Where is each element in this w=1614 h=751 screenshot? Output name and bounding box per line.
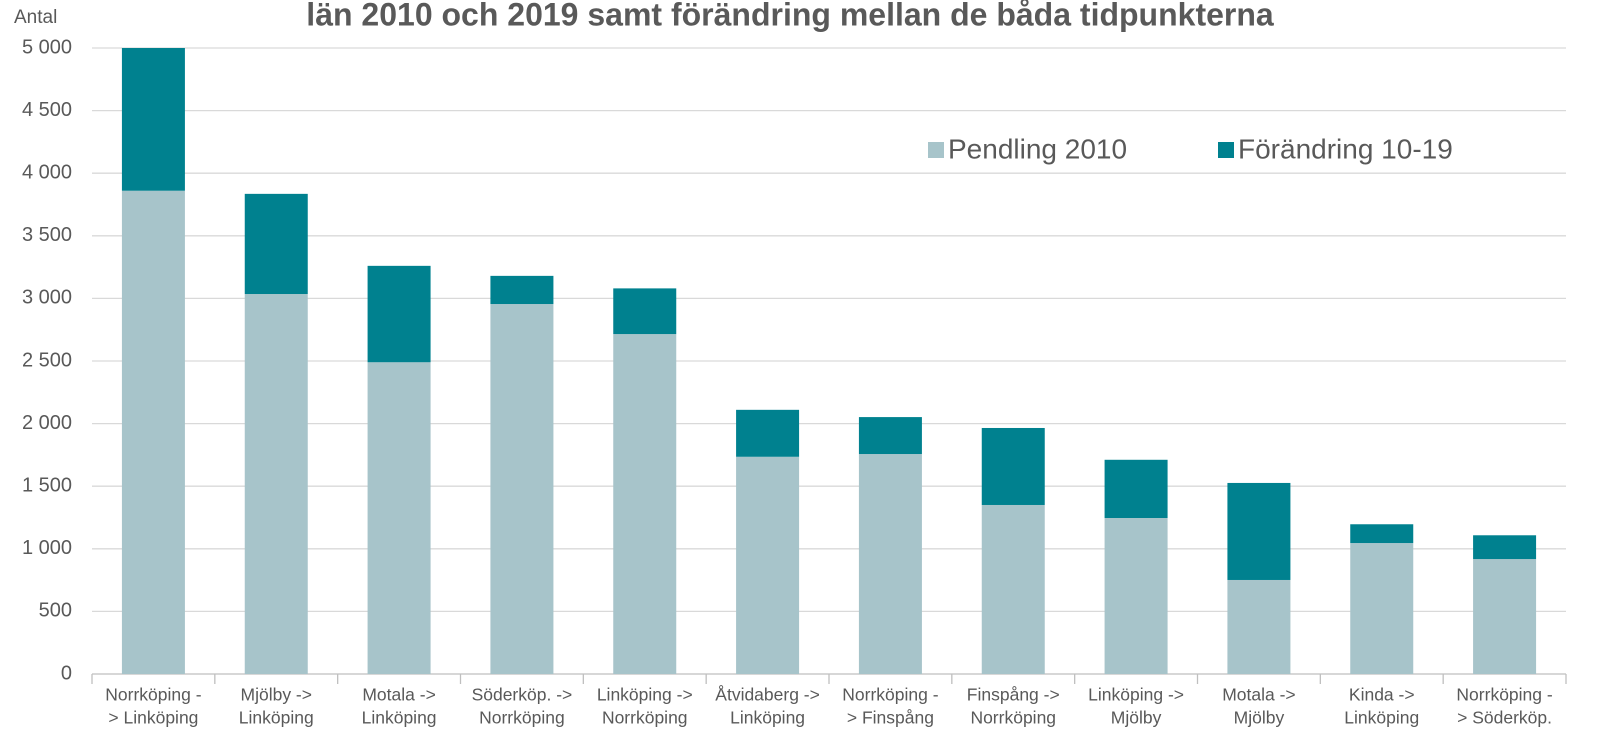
bar-segment (1350, 524, 1414, 544)
x-tick-label: Åtvidaberg -> (715, 685, 820, 705)
x-tick-label: Finspång -> (967, 685, 1060, 705)
x-tick-label: Linköping -> (1088, 685, 1184, 705)
bar-segment (490, 275, 554, 305)
y-tick-label: 0 (61, 662, 72, 684)
x-tick-label: Mjölby -> (241, 685, 312, 705)
x-tick-label: Norrköping (602, 708, 688, 728)
x-tick-label: Linköping (362, 708, 437, 728)
bar-segment (1104, 518, 1168, 674)
x-tick-label: Söderköp. -> (472, 685, 573, 705)
x-tick-label: Linköping -> (597, 685, 693, 705)
bar-segment (858, 417, 922, 455)
legend-swatch (928, 142, 944, 158)
bar-segment (613, 288, 677, 335)
y-tick-label: 4 500 (22, 99, 72, 121)
legend-label: Förändring 10-19 (1238, 133, 1453, 164)
bar-segment (367, 265, 431, 363)
bar-segment (981, 427, 1045, 505)
x-tick-label: Norrköping - (1456, 685, 1552, 705)
bar-segment (1473, 559, 1537, 674)
y-tick-label: 3 000 (22, 287, 72, 309)
x-tick-label: > Finspång (847, 708, 934, 728)
bar-segment (244, 193, 308, 295)
y-axis-label: Antal (14, 7, 57, 28)
legend-label: Pendling 2010 (948, 133, 1127, 164)
bar-segment (367, 362, 431, 674)
bar-segment (1350, 543, 1414, 674)
bar-segment (121, 190, 185, 674)
x-tick-label: Linköping (1344, 708, 1419, 728)
x-tick-label: Linköping (239, 708, 314, 728)
bar-segment (858, 454, 922, 674)
y-tick-label: 1 000 (22, 537, 72, 559)
y-tick-label: 3 500 (22, 224, 72, 246)
x-tick-label: > Söderköp. (1457, 708, 1552, 728)
y-tick-label: 4 000 (22, 161, 72, 183)
bar-segment (1473, 535, 1537, 560)
x-tick-label: Mjölby (1234, 708, 1285, 728)
x-tick-label: > Linköping (108, 708, 198, 728)
x-tick-label: Kinda -> (1349, 685, 1415, 705)
bar-segment (244, 294, 308, 674)
legend-swatch (1218, 142, 1234, 158)
y-tick-label: 2 000 (22, 412, 72, 434)
y-tick-label: 2 500 (22, 349, 72, 371)
bar-segment (613, 334, 677, 674)
bar-segment (981, 504, 1045, 674)
chart-title: län 2010 och 2019 samt förändring mellan… (306, 0, 1274, 32)
x-tick-label: Motala -> (362, 685, 435, 705)
x-tick-label: Motala -> (1222, 685, 1295, 705)
bar-segment (736, 409, 800, 457)
x-tick-label: Mjölby (1111, 708, 1162, 728)
y-tick-label: 1 500 (22, 474, 72, 496)
bar-segment (1104, 459, 1168, 519)
x-tick-label: Norrköping - (842, 685, 938, 705)
y-tick-label: 500 (39, 600, 72, 622)
x-tick-label: Linköping (730, 708, 805, 728)
bar-segment (121, 48, 185, 191)
bar-segment (1227, 482, 1291, 580)
bar-segment (736, 456, 800, 674)
x-tick-label: Norrköping (479, 708, 565, 728)
bar-segment (490, 304, 554, 674)
x-tick-label: Norrköping (970, 708, 1056, 728)
y-tick-label: 5 000 (22, 36, 72, 58)
x-tick-label: Norrköping - (105, 685, 201, 705)
bar-segment (1227, 579, 1291, 674)
